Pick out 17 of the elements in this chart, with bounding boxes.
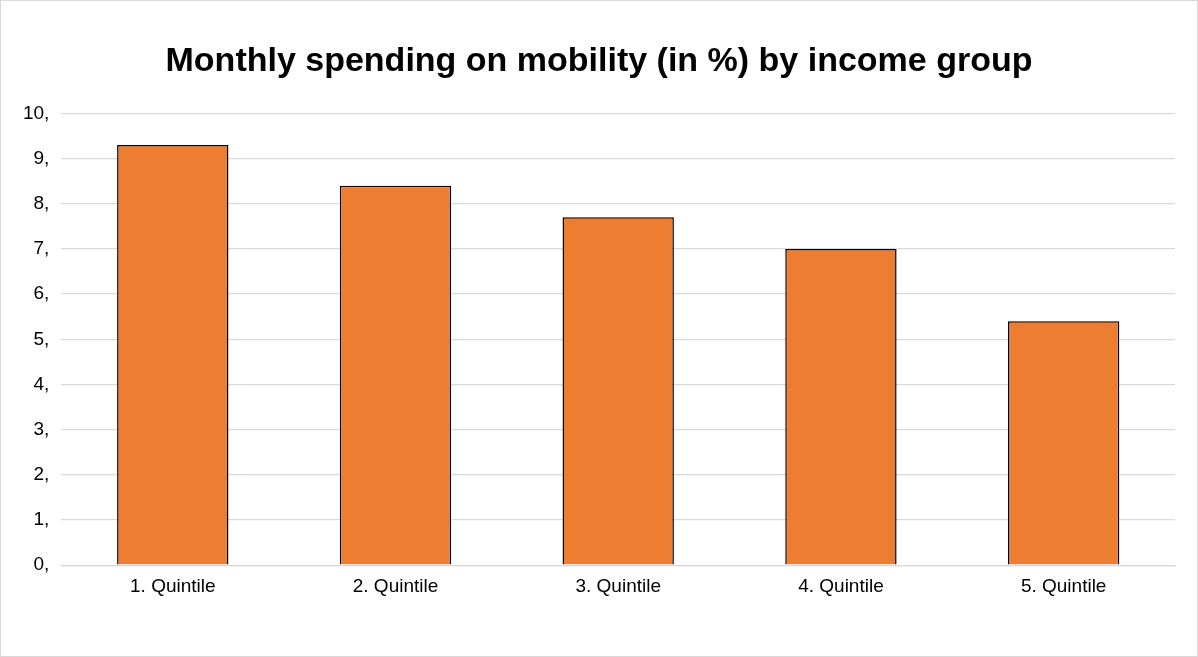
- y-tick-label: 9,: [33, 146, 50, 168]
- x-tick-label: 1. Quintile: [130, 574, 216, 596]
- x-tick-label: 4. Quintile: [798, 574, 884, 596]
- y-tick-label: 3,: [33, 417, 50, 439]
- y-tick-label: 6,: [33, 282, 50, 304]
- y-tick-label: 2,: [33, 463, 50, 485]
- y-tick-label: 5,: [33, 327, 50, 349]
- y-tick-label: 0,: [33, 553, 50, 575]
- y-tick-label: 10,: [22, 101, 50, 123]
- y-tick-label: 8,: [33, 191, 50, 213]
- y-tick-label: 4,: [33, 372, 50, 394]
- y-tick-label: 1,: [33, 508, 50, 530]
- x-tick-label: 3. Quintile: [575, 574, 661, 596]
- chart-title: Monthly spending on mobility (in %) by income group: [164, 39, 1034, 80]
- y-tick-label: 7,: [33, 237, 50, 259]
- x-tick-label: 5. Quintile: [1020, 574, 1107, 596]
- x-tick-label: 2. Quintile: [352, 574, 439, 596]
